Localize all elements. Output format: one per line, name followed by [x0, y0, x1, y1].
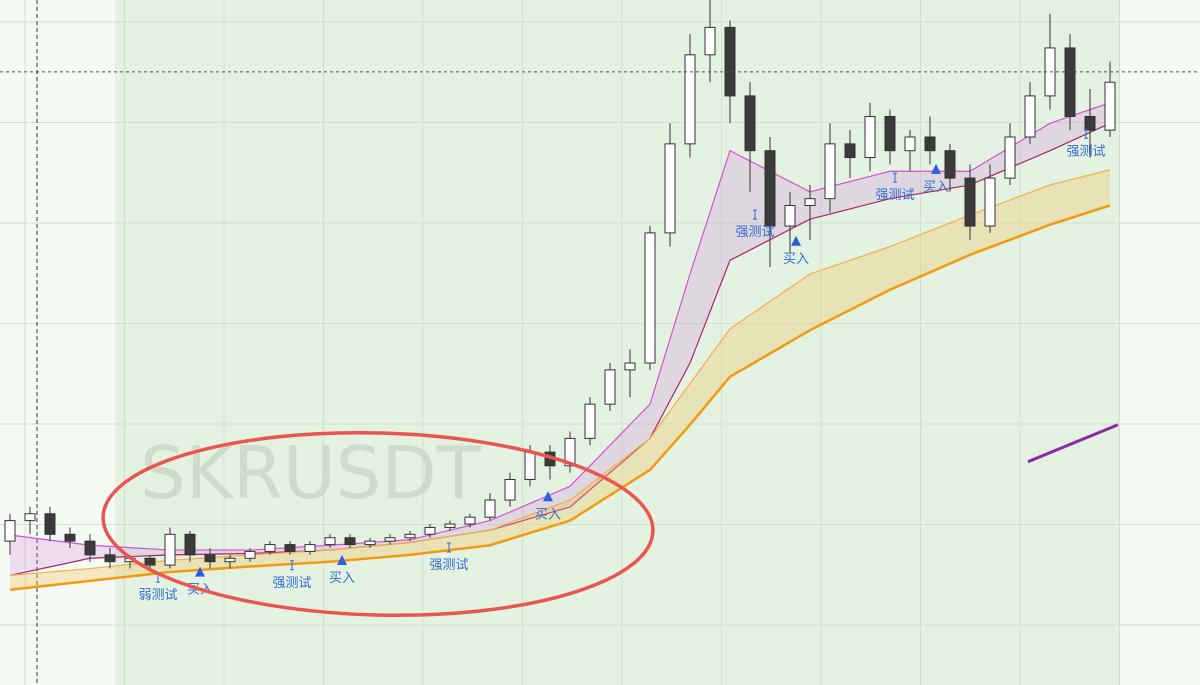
candle-body	[384, 537, 396, 542]
candle-body	[744, 95, 756, 152]
candle-body	[704, 26, 716, 56]
annotation-label: 买入	[923, 180, 949, 195]
buy-marker	[543, 491, 553, 502]
candle-body	[284, 544, 296, 552]
candle-body	[644, 232, 656, 364]
candle-body	[724, 26, 736, 97]
candle-body	[484, 499, 496, 518]
trend-line	[1027, 423, 1119, 464]
candle-body	[424, 526, 436, 535]
buy-marker	[195, 566, 205, 577]
candle-body	[824, 143, 836, 200]
candle-body	[1104, 81, 1116, 131]
candle-body	[864, 115, 876, 159]
candle-body	[404, 533, 416, 539]
candle-body	[444, 523, 456, 528]
annotation-label: 买入	[535, 507, 561, 522]
candle-body	[844, 143, 856, 159]
highlight-ellipse	[101, 430, 655, 618]
candle-body	[564, 437, 576, 467]
annotation-label: 弱测试	[138, 588, 177, 603]
candle-body	[584, 403, 596, 439]
candle-body	[204, 554, 216, 563]
candle-body	[964, 177, 976, 227]
candle-body	[1024, 95, 1036, 138]
annotation-label: 强测试	[429, 558, 468, 573]
candle-body	[764, 150, 776, 227]
candle-body	[344, 537, 356, 546]
test-marker	[290, 560, 294, 571]
candle-body	[144, 557, 156, 566]
candle-body	[224, 557, 236, 563]
candle-body	[24, 513, 36, 522]
candle-body	[1004, 136, 1016, 179]
candle-body	[664, 143, 676, 234]
candle-body	[324, 537, 336, 546]
band-fill	[10, 169, 1110, 590]
candle-body	[104, 554, 116, 563]
candle-body	[184, 533, 196, 556]
candle-body	[884, 115, 896, 152]
candle-body	[244, 550, 256, 559]
candle-body	[504, 479, 516, 501]
candle-body	[164, 533, 176, 566]
buy-marker	[791, 235, 801, 246]
candle-body	[624, 362, 636, 371]
annotation-label: 强测试	[875, 188, 914, 203]
candle-body	[524, 451, 536, 481]
candle-body	[904, 136, 916, 152]
candle-body	[604, 369, 616, 405]
candle-body	[1064, 47, 1076, 117]
annotation-label: 买入	[329, 571, 355, 586]
candle-body	[684, 54, 696, 145]
watermark: SKRUSDT	[140, 431, 482, 515]
candle-body	[784, 205, 796, 227]
buy-marker	[931, 163, 941, 174]
test-marker	[893, 172, 897, 183]
candle-body	[924, 136, 936, 152]
test-marker	[1084, 128, 1088, 139]
highlight-zone	[115, 0, 1120, 685]
candle-body	[364, 540, 376, 546]
candle-body	[804, 198, 816, 206]
buy-marker	[337, 555, 347, 566]
candle-body	[4, 520, 16, 542]
annotation-label: 强测试	[735, 225, 774, 240]
annotation-label: 强测试	[272, 576, 311, 591]
candle-body	[1084, 115, 1096, 131]
test-marker	[753, 209, 757, 220]
candle-body	[304, 544, 316, 552]
candle-body	[84, 540, 96, 556]
candle-body	[464, 516, 476, 525]
annotation-label: 强测试	[1066, 144, 1105, 159]
candle-body	[984, 177, 996, 227]
candle-body	[44, 513, 56, 535]
band-line	[9, 204, 1111, 592]
annotation-label: 买入	[783, 252, 809, 267]
candle-body	[944, 150, 956, 179]
test-marker	[447, 542, 451, 553]
candle-body	[64, 533, 76, 542]
candle-body	[264, 544, 276, 552]
